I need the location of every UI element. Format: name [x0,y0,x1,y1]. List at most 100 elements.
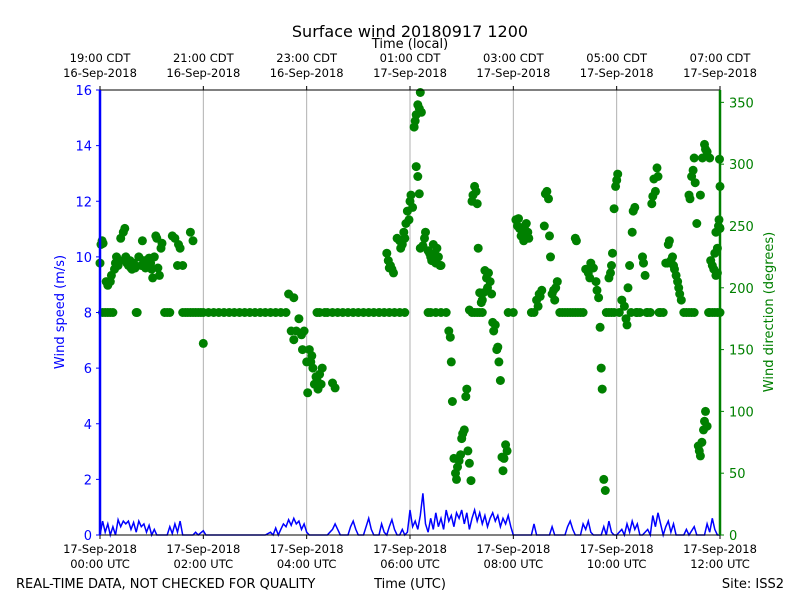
wind-direction-point [690,178,700,188]
wind-direction-point [471,186,481,196]
wind-direction-point [433,252,443,262]
wind-direction-point [461,392,471,402]
wind-direction-point [640,270,650,280]
top-tick-date: 16-Sep-2018 [63,66,137,80]
wind-direction-point [542,186,552,196]
wind-direction-point [281,308,291,317]
right-tick-label: 100 [729,405,754,420]
tick-labels: 0 2 4 6 8 10 12 14 16 0 50 100 150 200 250 300 350 17-Sep… [63,51,757,571]
wind-direction-point [413,172,423,181]
y-axis-label-right: Wind direction (degrees) [762,232,777,392]
wind-direction-point [477,295,487,305]
wind-direction-point [294,314,304,324]
wind-direction-point [436,261,446,270]
wind-direction-point [108,308,118,317]
y-axis-label-left: Wind speed (m/s) [53,255,68,369]
top-tick-time: 03:00 CDT [483,51,545,65]
right-tick-label: 200 [729,282,754,297]
left-tick-label: 8 [84,307,92,322]
right-tick-label: 300 [729,158,754,173]
wind-direction-point [484,268,493,278]
bottom-tick-date: 17-Sep-2018 [580,542,654,556]
wind-direction-point [533,301,543,311]
wind-direction-point [508,308,518,317]
wind-direction-point [625,261,635,270]
top-tick-time: 07:00 CDT [690,51,752,65]
top-tick-time: 19:00 CDT [70,51,132,65]
wind-direction-point [597,384,607,394]
left-tick-label: 12 [75,195,92,210]
top-tick-time: 01:00 CDT [380,51,442,65]
wind-direction-point [411,162,421,172]
wind-direction-point [404,215,414,225]
wind-direction-point [153,263,163,273]
bottom-tick-time: 04:00 UTC [277,557,337,571]
wind-direction-point [689,308,699,317]
bottom-tick-time: 10:00 UTC [587,557,647,571]
wind-direction-point [499,453,509,463]
wind-direction-point [154,270,164,280]
top-tick-date: 17-Sep-2018 [683,66,757,80]
wind-direction-point [627,227,637,237]
left-tick-label: 10 [75,251,92,266]
right-tick-label: 0 [729,529,737,544]
bottom-tick-date: 17-Sep-2018 [373,542,447,556]
right-tick-label: 150 [729,344,754,359]
wind-direction-point [552,277,562,287]
wind-direction-point [298,345,307,355]
wind-direction-point [524,233,534,243]
wind-direction-point [175,243,185,253]
wind-direction-series [95,88,725,495]
wind-direction-point [464,458,474,468]
wind-direction-point [452,474,461,484]
wind-direction-point [702,421,712,431]
site-label: Site: ISS2 [722,577,784,592]
wind-direction-point [477,308,487,317]
wind-direction-point [299,326,309,336]
right-tick-label: 350 [729,96,754,111]
wind-direction-point [653,172,663,181]
wind-direction-point [688,165,698,175]
wind-direction-point [466,476,476,486]
wind-direction-point [445,332,455,342]
wind-direction-point [408,202,418,212]
left-tick-label: 16 [75,84,92,99]
wind-direction-point [462,384,472,394]
wind-direction-point [623,283,633,293]
wind-direction-point [178,261,188,270]
wind-direction-point [595,322,605,332]
wind-direction-point [120,223,130,233]
wind-direction-point [485,277,495,287]
bottom-tick-date: 17-Sep-2018 [270,542,344,556]
bottom-tick-time: 02:00 UTC [174,557,234,571]
wind-direction-point [384,263,394,273]
wind-direction-point [157,238,167,248]
wind-direction-point [498,466,508,476]
wind-direction-point [545,231,554,241]
bottom-tick-time: 00:00 UTC [70,557,130,571]
wind-direction-point [650,186,660,196]
top-tick-date: 17-Sep-2018 [373,66,447,80]
wind-direction-point [494,357,504,367]
right-tick-label: 50 [729,467,746,482]
wind-direction-point [421,227,430,237]
bottom-tick-date: 17-Sep-2018 [476,542,550,556]
wind-direction-point [185,227,195,237]
wind-direction-point [416,107,426,117]
wind-direction-point [414,189,424,199]
wind-direction-point [571,236,581,246]
wind-direction-point [630,202,640,212]
bottom-tick-date: 17-Sep-2018 [166,542,240,556]
wind-direction-point [550,295,560,305]
quality-disclaimer: REAL-TIME DATA, NOT CHECKED FOR QUALITY [16,577,315,592]
wind-direction-point [447,397,457,406]
wind-direction-point [537,285,547,295]
wind-direction-point [303,388,313,398]
wind-direction-point [473,243,483,253]
wind-direction-point [316,379,326,389]
wind-direction-point [594,293,604,303]
wind-direction-point [635,308,645,317]
wind-direction-point [521,219,531,228]
wind-direction-point [198,338,208,348]
wind-direction-point [588,263,598,273]
